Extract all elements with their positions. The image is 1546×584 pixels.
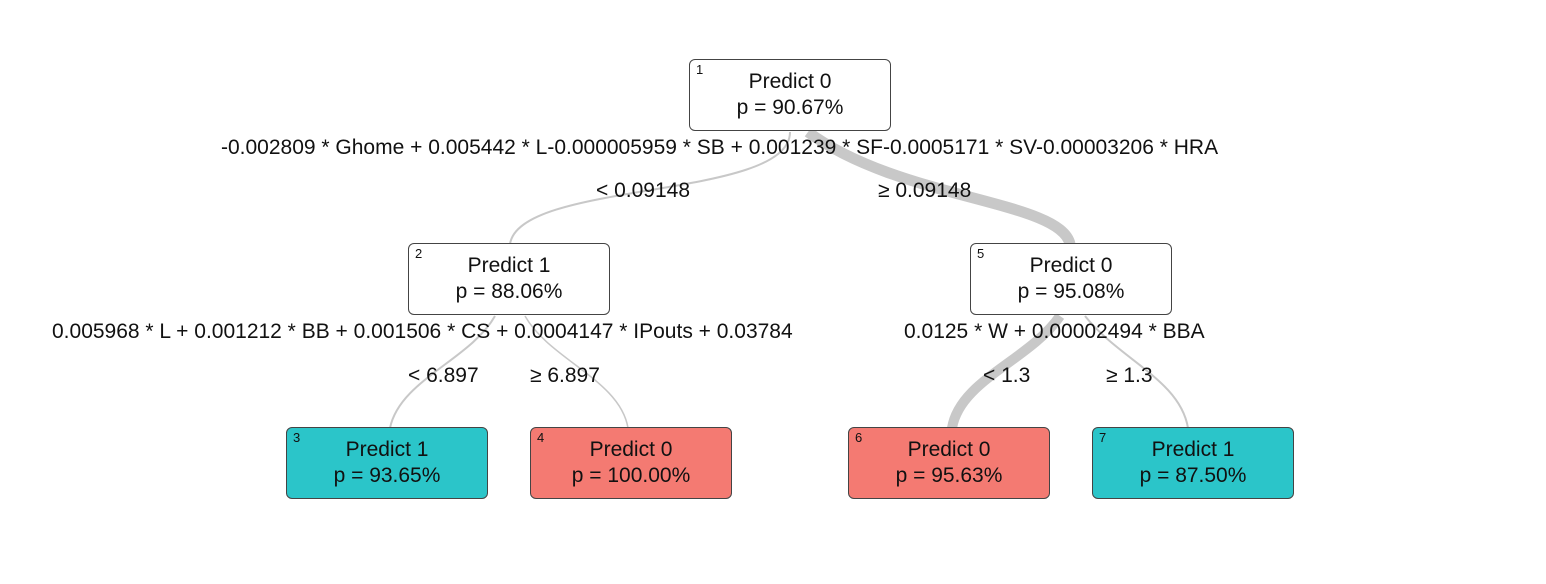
node-id: 1	[696, 62, 704, 77]
tree-node-3: 3 Predict 1 p = 93.65%	[286, 427, 488, 499]
edge-5-7	[1084, 315, 1189, 429]
node-id: 6	[855, 430, 863, 445]
node-prediction: Predict 0	[748, 70, 832, 93]
edge-2-3	[389, 315, 496, 429]
node-probability: p = 88.06%	[455, 280, 563, 303]
edge-label-5-6: < 1.3	[983, 364, 1031, 387]
tree-node-7: 7 Predict 1 p = 87.50%	[1092, 427, 1294, 499]
node-prediction: Predict 0	[589, 438, 673, 461]
node-id: 5	[977, 246, 985, 261]
node-probability: p = 93.65%	[333, 464, 441, 487]
edge-label-2-3: < 6.897	[408, 364, 479, 387]
edge-5-6	[947, 313, 1065, 430]
tree-node-6: 6 Predict 0 p = 95.63%	[848, 427, 1050, 499]
node-id: 3	[293, 430, 301, 445]
node-id: 7	[1099, 430, 1107, 445]
node-probability: p = 90.67%	[736, 96, 844, 119]
node-prediction: Predict 0	[1029, 254, 1113, 277]
edge-label-5-7: ≥ 1.3	[1106, 364, 1153, 387]
node-probability: p = 95.63%	[895, 464, 1003, 487]
edge-label-1-5: ≥ 0.09148	[878, 179, 972, 202]
edge-2-4	[524, 315, 629, 429]
node-id: 2	[415, 246, 423, 261]
edge-label-2-4: ≥ 6.897	[530, 364, 600, 387]
node-prediction: Predict 1	[345, 438, 429, 461]
edge-label-1-2: < 0.09148	[596, 179, 691, 202]
tree-node-5: 5 Predict 0 p = 95.08%	[970, 243, 1172, 315]
node-prediction: Predict 0	[907, 438, 991, 461]
split-rule-node-2: 0.005968 * L + 0.001212 * BB + 0.001506 …	[52, 320, 793, 343]
split-rule-node-1: -0.002809 * Ghome + 0.005442 * L-0.00000…	[221, 136, 1219, 159]
tree-node-4: 4 Predict 0 p = 100.00%	[530, 427, 732, 499]
split-rule-node-5: 0.0125 * W + 0.00002494 * BBA	[904, 320, 1205, 343]
node-probability: p = 100.00%	[571, 464, 691, 487]
edge-1-2	[509, 131, 791, 245]
node-prediction: Predict 1	[1151, 438, 1235, 461]
node-prediction: Predict 1	[467, 254, 551, 277]
node-probability: p = 95.08%	[1017, 280, 1125, 303]
node-probability: p = 87.50%	[1139, 464, 1247, 487]
node-id: 4	[537, 430, 545, 445]
tree-node-1: 1 Predict 0 p = 90.67%	[689, 59, 891, 131]
edge-1-5	[804, 127, 1076, 247]
tree-node-2: 2 Predict 1 p = 88.06%	[408, 243, 610, 315]
